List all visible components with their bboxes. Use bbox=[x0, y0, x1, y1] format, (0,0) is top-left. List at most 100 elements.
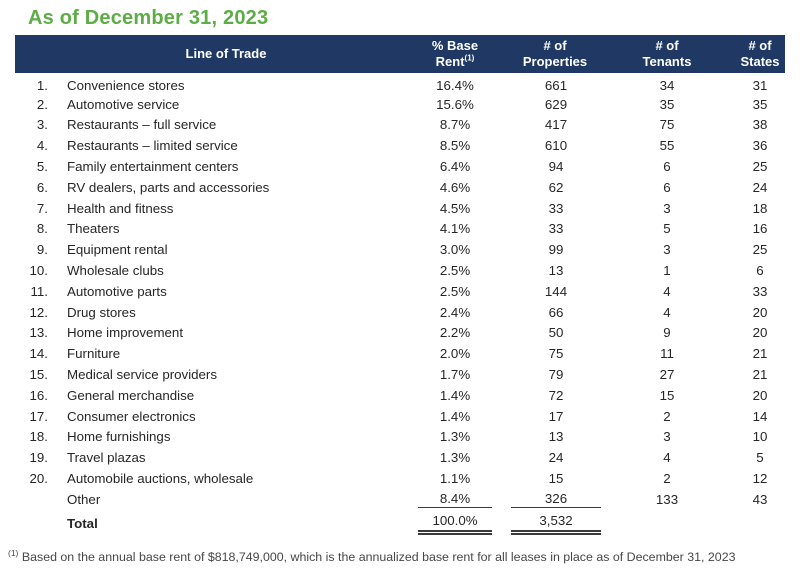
row-pct-base-rent: 2.2% bbox=[439, 325, 471, 341]
total-num-states bbox=[735, 510, 785, 535]
row-label: Automotive service bbox=[67, 96, 180, 112]
row-num-states: 6 bbox=[756, 263, 764, 279]
row-num-states: 12 bbox=[752, 471, 768, 487]
row-num-states: 21 bbox=[752, 346, 768, 362]
table-row: 2. Automotive service 15.6% 629 35 35 bbox=[15, 94, 785, 115]
row-number: 1. bbox=[36, 78, 48, 94]
row-number: 13. bbox=[29, 325, 49, 341]
row-num-states: 20 bbox=[752, 325, 768, 341]
row-number: 5. bbox=[36, 159, 48, 175]
row-number: 19. bbox=[29, 450, 49, 466]
footnote-text: Based on the annual base rent of $818,74… bbox=[21, 549, 736, 564]
row-label: Family entertainment centers bbox=[67, 159, 239, 175]
row-num-tenants: 1 bbox=[663, 263, 671, 279]
total-num-tenants bbox=[599, 510, 735, 535]
row-num-tenants: 2 bbox=[663, 408, 671, 424]
row-num-properties: 75 bbox=[548, 346, 564, 362]
row-num-tenants: 34 bbox=[659, 78, 675, 94]
table-body: 1. Convenience stores 16.4% 661 34 31 2.… bbox=[15, 73, 785, 535]
column-header-properties: # of Properties bbox=[511, 35, 599, 73]
table-row: 1. Convenience stores 16.4% 661 34 31 bbox=[15, 73, 785, 94]
table-row: 5. Family entertainment centers 6.4% 94 … bbox=[15, 156, 785, 177]
row-num-states: 24 bbox=[752, 179, 768, 195]
base-rent-footnote-marker: (1) bbox=[464, 53, 475, 63]
table-row: 4. Restaurants – limited service 8.5% 61… bbox=[15, 135, 785, 156]
row-num-tenants: 3 bbox=[663, 242, 671, 258]
row-num-tenants: 3 bbox=[663, 200, 671, 216]
row-num-states: 21 bbox=[752, 367, 768, 383]
table-row: 6. RV dealers, parts and accessories 4.6… bbox=[15, 177, 785, 198]
row-num-states: 20 bbox=[752, 387, 768, 403]
row-num-properties: 661 bbox=[544, 78, 568, 94]
row-label: General merchandise bbox=[67, 387, 195, 403]
row-num-tenants: 2 bbox=[663, 471, 671, 487]
states-header-line2: States bbox=[740, 54, 780, 69]
row-label: Equipment rental bbox=[67, 242, 168, 258]
row-num-states: 43 bbox=[752, 491, 768, 507]
row-pct-base-rent: 8.5% bbox=[439, 138, 471, 154]
table-row: 12. Drug stores 2.4% 66 4 20 bbox=[15, 302, 785, 323]
row-num-properties: 79 bbox=[548, 367, 564, 383]
row-num-properties: 17 bbox=[548, 408, 564, 424]
row-pct-base-rent: 4.1% bbox=[439, 221, 471, 237]
footnote-marker: (1) bbox=[8, 547, 19, 558]
row-num-states: 35 bbox=[752, 96, 768, 112]
footnote: (1) Based on the annual base rent of $81… bbox=[8, 547, 800, 564]
row-num-properties: 326 bbox=[511, 489, 601, 510]
row-label: Medical service providers bbox=[67, 367, 218, 383]
row-num-states: 38 bbox=[752, 117, 768, 133]
table-row: 9. Equipment rental 3.0% 99 3 25 bbox=[15, 239, 785, 260]
row-num-tenants: 27 bbox=[659, 367, 675, 383]
total-label: Total bbox=[67, 516, 98, 532]
row-pct-base-rent: 8.4% bbox=[399, 489, 511, 510]
table-row: 8. Theaters 4.1% 33 5 16 bbox=[15, 219, 785, 240]
row-pct-base-rent: 1.1% bbox=[439, 471, 471, 487]
row-number: 8. bbox=[36, 221, 48, 237]
row-num-properties: 629 bbox=[544, 96, 568, 112]
row-num-states: 10 bbox=[752, 429, 768, 445]
row-num-tenants: 6 bbox=[663, 159, 671, 175]
row-label: Convenience stores bbox=[67, 78, 185, 94]
row-pct-base-rent: 15.6% bbox=[436, 96, 474, 112]
row-num-tenants: 55 bbox=[659, 138, 675, 154]
row-pct-base-rent: 2.4% bbox=[439, 304, 471, 320]
row-label: Restaurants – full service bbox=[67, 117, 217, 133]
page-title: As of December 31, 2023 bbox=[28, 7, 269, 29]
tenants-header-line1: # of bbox=[655, 38, 679, 54]
row-label: Automotive parts bbox=[67, 283, 167, 299]
row-pct-base-rent: 1.4% bbox=[439, 408, 471, 424]
row-number: 7. bbox=[36, 200, 48, 216]
row-num-tenants: 75 bbox=[659, 117, 675, 133]
row-num-tenants: 9 bbox=[663, 325, 671, 341]
row-number: 11. bbox=[30, 283, 49, 299]
table-row: 16. General merchandise 1.4% 72 15 20 bbox=[15, 385, 785, 406]
row-label: Furniture bbox=[67, 346, 121, 362]
table-row: 3. Restaurants – full service 8.7% 417 7… bbox=[15, 115, 785, 136]
column-header-tenants: # of Tenants bbox=[599, 35, 735, 73]
row-num-properties: 417 bbox=[544, 117, 568, 133]
row-pct-base-rent: 3.0% bbox=[439, 242, 471, 258]
row-label: Automobile auctions, wholesale bbox=[67, 471, 254, 487]
table-row: 7. Health and fitness 4.5% 33 3 18 bbox=[15, 198, 785, 219]
table-row: 17. Consumer electronics 1.4% 17 2 14 bbox=[15, 406, 785, 427]
row-num-properties: 33 bbox=[548, 200, 564, 216]
row-number: 4. bbox=[36, 138, 48, 154]
row-number bbox=[15, 489, 50, 510]
row-num-properties: 50 bbox=[548, 325, 564, 341]
row-number: 9. bbox=[36, 242, 48, 258]
row-num-states: 36 bbox=[752, 138, 768, 154]
row-num-states: 16 bbox=[752, 221, 768, 237]
row-num-tenants: 35 bbox=[659, 96, 675, 112]
column-header-base-rent: % Base Rent(1) bbox=[399, 35, 511, 73]
row-num-properties: 13 bbox=[548, 263, 564, 279]
row-num-tenants: 11 bbox=[660, 346, 674, 362]
properties-header-line1: # of bbox=[543, 38, 567, 54]
row-num-properties: 62 bbox=[548, 179, 564, 195]
row-num-states: 14 bbox=[752, 408, 768, 424]
row-num-states: 20 bbox=[752, 304, 768, 320]
table-row: 15. Medical service providers 1.7% 79 27… bbox=[15, 364, 785, 385]
row-pct-base-rent: 8.7% bbox=[439, 117, 471, 133]
row-num-tenants: 15 bbox=[659, 387, 675, 403]
row-label: Other bbox=[67, 491, 101, 507]
row-num-tenants: 5 bbox=[663, 221, 671, 237]
